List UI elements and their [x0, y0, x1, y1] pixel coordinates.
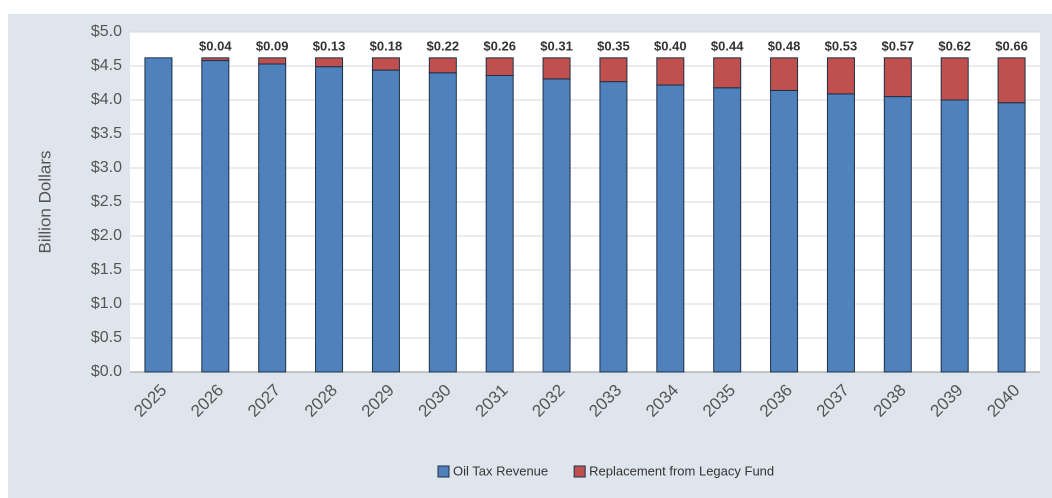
bar-segment	[315, 66, 344, 373]
y-axis-label: Billion Dollars	[35, 151, 54, 254]
legend-swatch	[573, 465, 586, 478]
data-label: $0.26	[483, 38, 516, 53]
bar-segment	[599, 57, 628, 83]
data-label: $0.18	[370, 38, 403, 53]
bar-segment	[144, 57, 173, 373]
bar-segment	[258, 63, 287, 373]
bar-segment	[940, 57, 969, 101]
y-tick-label: $1.5	[91, 261, 122, 278]
data-label: $0.40	[654, 38, 687, 53]
bar-segment	[656, 57, 685, 86]
data-label: $0.22	[427, 38, 460, 53]
legend-swatch	[437, 465, 450, 478]
data-label: $0.57	[882, 38, 915, 53]
y-tick-label: $2.0	[91, 227, 122, 244]
y-tick-label: $3.0	[91, 159, 122, 176]
bar-segment	[713, 57, 742, 89]
bar-segment	[940, 99, 969, 373]
y-tick-label: $4.0	[91, 91, 122, 108]
legend-label: Oil Tax Revenue	[453, 463, 548, 478]
bar-segment	[656, 84, 685, 373]
y-tick-label: $1.0	[91, 295, 122, 312]
bar-segment	[542, 78, 571, 373]
bar-segment	[201, 60, 230, 373]
bar-segment	[258, 57, 287, 65]
y-tick-label: $2.5	[91, 193, 122, 210]
bar-segment	[371, 57, 400, 71]
y-tick-label: $0.5	[91, 329, 122, 346]
data-label: $0.48	[768, 38, 801, 53]
y-tick-label: $0.0	[91, 363, 122, 380]
bar-segment	[315, 57, 344, 68]
bar-segment	[883, 57, 912, 98]
data-label: $0.09	[256, 38, 289, 53]
data-label: $0.13	[313, 38, 346, 53]
bar-segment	[371, 69, 400, 373]
bar-segment	[201, 57, 230, 62]
bar-segment	[428, 57, 457, 74]
data-label: $0.53	[825, 38, 858, 53]
bar-segment	[485, 57, 514, 77]
bar-segment	[713, 87, 742, 373]
bar-segment	[485, 75, 514, 373]
y-tick-label: $5.0	[91, 23, 122, 40]
bar-segment	[826, 57, 855, 95]
y-tick-label: $4.5	[91, 57, 122, 74]
bar-segment	[770, 57, 799, 91]
bar-segment	[542, 57, 571, 80]
data-label: $0.04	[199, 38, 232, 53]
bar-segment	[997, 57, 1026, 104]
data-label: $0.31	[540, 38, 573, 53]
bar-segment	[826, 93, 855, 373]
bar-segment	[883, 96, 912, 373]
data-label: $0.44	[711, 38, 744, 53]
data-label: $0.62	[938, 38, 971, 53]
legend-label: Replacement from Legacy Fund	[589, 463, 774, 478]
data-label: $0.66	[995, 38, 1028, 53]
bar-segment	[997, 102, 1026, 373]
bar-segment	[770, 89, 799, 373]
bar-segment	[428, 72, 457, 373]
y-tick-label: $3.5	[91, 125, 122, 142]
data-label: $0.35	[597, 38, 630, 53]
bar-segment	[599, 81, 628, 373]
